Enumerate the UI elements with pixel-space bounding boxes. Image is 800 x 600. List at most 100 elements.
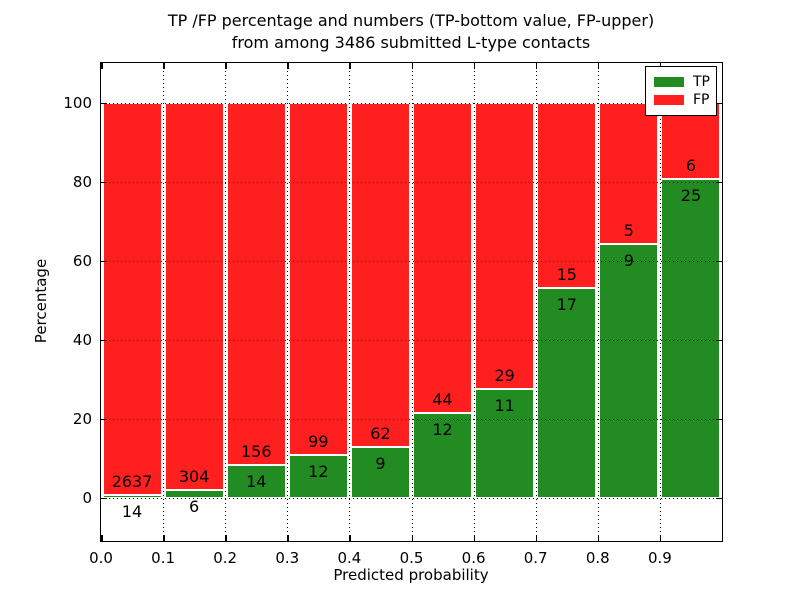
y-tick-mark-right [716,181,722,183]
y-tick-mark [101,339,107,342]
tp-bar-segment [537,287,597,498]
x-tick-label: 0.8 [585,549,610,567]
x-gridline [287,63,289,541]
y-gridline [101,418,722,420]
legend-entry-tp: TP [654,73,716,91]
fp-count-label: 156 [240,442,272,461]
x-tick-mark [225,535,227,541]
y-tick-mark-right [716,497,722,500]
x-tick-label: 0.5 [399,549,424,567]
y-tick-label: 100 [63,93,92,112]
y-gridline [101,102,722,104]
fp-count-label: 304 [178,466,210,486]
y-gridline [101,339,722,341]
fp-count-label: 15 [556,264,577,284]
x-tick-mark-top [225,63,227,69]
tp-bar-segment [599,243,659,498]
y-tick-mark [101,497,107,500]
x-gridline [225,63,227,541]
x-tick-mark-top [411,63,413,69]
y-tick-label: 80 [72,172,92,191]
tp-swatch-icon [654,77,684,87]
x-gridline [163,63,165,541]
x-tick-label: 0.9 [647,549,672,567]
tp-bar-segment [413,412,473,498]
x-gridline [411,63,413,541]
x-gridline [597,63,599,541]
tp-bar-segment [288,454,348,498]
chart-title-line2: from among 3486 submitted L-type contact… [231,33,591,52]
fp-count-label: 99 [308,431,329,451]
x-gridline [473,63,475,541]
y-tick-mark [101,260,107,263]
y-tick-label: 40 [72,330,92,349]
legend-entry-fp: FP [654,91,716,109]
x-gridline [659,63,661,541]
tp-bar-segment [102,495,162,498]
x-tick-mark [349,535,351,541]
tp-count-label: 9 [623,250,634,270]
fp-bar-segment [102,102,162,496]
chart-title-line1: TP /FP percentage and numbers (TP-bottom… [167,11,655,30]
tp-bar-segment [164,489,224,498]
y-tick-mark-right [716,260,722,263]
fp-count-label: 2637 [111,472,153,492]
fp-swatch-icon [654,95,684,105]
tp-count-label: 14 [246,472,267,491]
legend-label-tp: TP [693,74,710,90]
chart-title: TP /FP percentage and numbers (TP-bottom… [100,10,722,54]
tp-count-label: 9 [375,454,386,474]
x-tick-label: 0.0 [89,549,113,567]
tp-bar-segment [350,447,410,498]
y-tick-mark-right [716,339,722,342]
y-tick-label: 60 [72,251,92,270]
tp-count-label: 12 [432,419,453,439]
y-tick-mark-right [716,102,722,104]
tp-count-label: 11 [494,395,515,415]
x-tick-label: 0.3 [275,549,300,567]
tp-count-label: 6 [189,496,200,516]
fp-count-label: 6 [685,155,697,175]
fp-bar-segment [164,102,224,490]
tp-bar-segment [475,388,535,498]
tp-count-label: 12 [308,461,329,481]
x-tick-mark [287,535,289,541]
x-tick-label: 0.6 [461,549,486,567]
tp-count-label: 25 [680,185,702,205]
plot-area: 0.0 0.1 0.2 0.3 0.4 0.5 0.6 0.7 0.8 0.9 0 20 40 60 80 1… [63,62,723,567]
x-tick-mark-top [349,63,351,69]
x-tick-mark [535,535,538,541]
x-tick-mark [411,535,413,541]
y-gridline [101,181,722,183]
fp-count-label: 29 [494,365,515,385]
tp-bar-segment [226,465,286,498]
x-axis-label: Predicted probability [333,566,489,584]
x-tick-mark [473,535,476,541]
tp-bar-segment [661,178,721,498]
fp-count-label: 44 [432,389,453,409]
fp-bar-segment [226,102,286,465]
fp-count-label: 62 [370,424,391,444]
y-tick-mark [101,418,107,421]
x-gridline [349,63,351,541]
x-tick-mark-top [163,63,165,69]
fp-count-label: 5 [623,220,634,240]
legend-label-fp: FP [693,92,710,108]
x-tick-mark [659,535,662,541]
y-gridline [101,260,722,262]
y-tick-label: 20 [72,409,92,428]
x-tick-label: 0.7 [523,549,548,567]
x-tick-mark-top [535,63,538,69]
x-tick-mark-top [101,63,103,69]
x-gridline [535,63,537,541]
x-tick-mark-top [287,63,289,69]
x-tick-mark-top [473,63,476,69]
fp-bar-segment [599,102,659,244]
x-tick-mark [597,535,600,541]
x-tick-label: 0.2 [213,549,238,567]
y-tick-mark [101,181,107,183]
fp-bar-segment [475,102,535,389]
x-tick-mark-top [597,63,600,69]
y-gridline [101,497,722,499]
